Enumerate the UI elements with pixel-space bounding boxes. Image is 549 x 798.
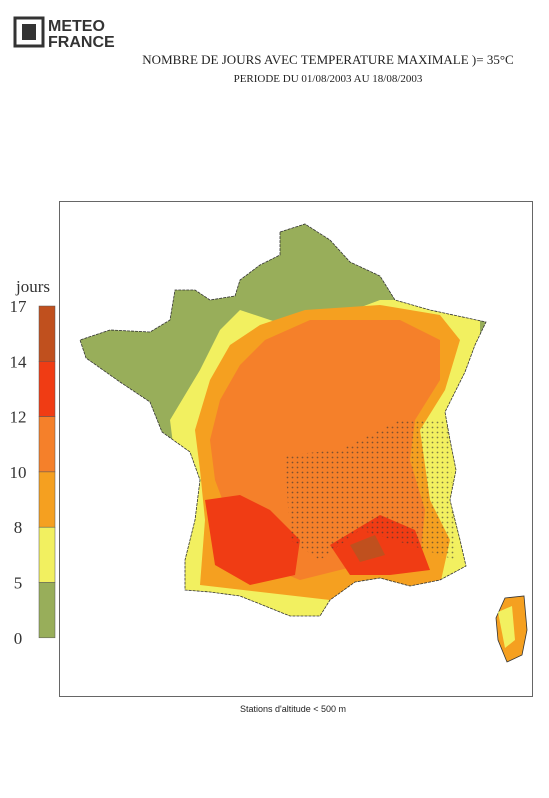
legend-tick-label: 5 [14, 574, 23, 593]
legend-band [38, 582, 56, 639]
logo-text: FRANCE [48, 34, 115, 51]
border [79, 223, 487, 617]
legend-band [38, 416, 56, 473]
legend-band [38, 471, 56, 528]
map [80, 224, 486, 616]
zone [498, 606, 515, 648]
subtitle: PERIODE DU 01/08/2003 AU 18/08/2003 [234, 73, 423, 85]
legend-tick-label: 17 [10, 297, 28, 316]
zone [205, 495, 300, 585]
legend-band [38, 361, 56, 417]
logo: METEO FRANCE [13, 16, 115, 51]
footnote: Stations d'altitude < 500 m [240, 704, 346, 714]
legend: 17 14 12 10 8 5 0 [10, 297, 56, 648]
legend-tick-label: 8 [14, 518, 23, 537]
zone [350, 535, 385, 562]
legend-band [38, 305, 56, 362]
logo-icon [13, 16, 45, 48]
legend-tick-label: 12 [10, 408, 27, 427]
legend-tick-label: 10 [10, 463, 27, 482]
station-hatching [285, 420, 455, 560]
legend-band [38, 526, 56, 583]
legend-title: jours [15, 277, 50, 296]
legend-tick-label: 14 [10, 352, 28, 371]
title: NOMBRE DE JOURS AVEC TEMPERATURE MAXIMAL… [142, 52, 513, 67]
map-frame [59, 201, 533, 697]
logo-icon-inner [22, 24, 36, 40]
legend-tick-label: 0 [14, 629, 23, 648]
logo-text: METEO [48, 18, 105, 35]
